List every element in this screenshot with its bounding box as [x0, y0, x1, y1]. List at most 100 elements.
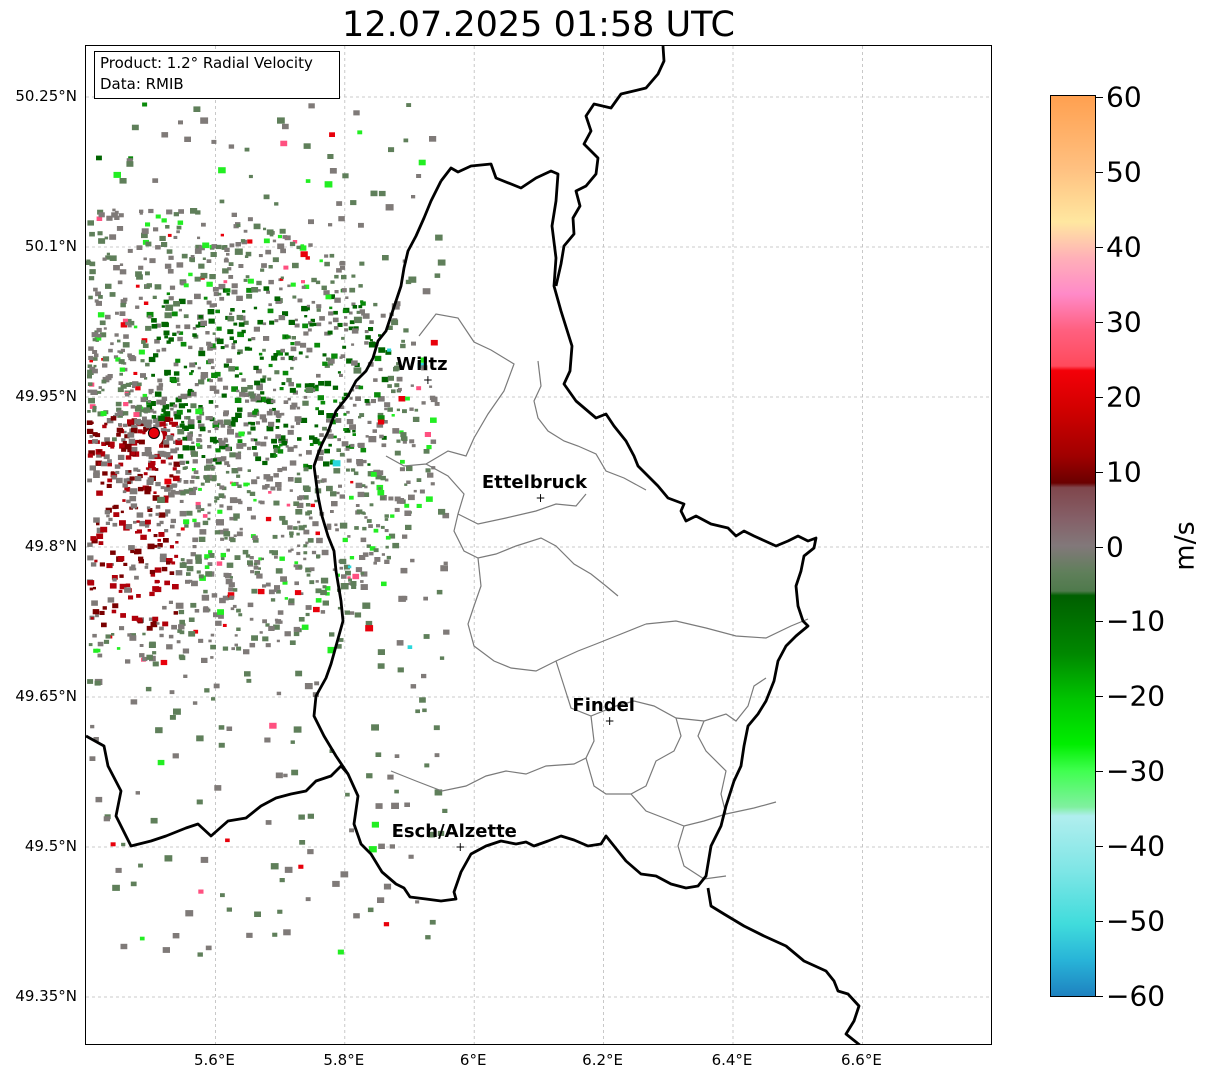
radar-echo-pixel: [289, 534, 294, 538]
radar-echo-pixel: [145, 524, 150, 528]
radar-echo-pixel: [385, 204, 394, 211]
radar-echo-pixel: [253, 498, 257, 502]
radar-echo-pixel: [232, 588, 238, 592]
radar-map[interactable]: [85, 45, 992, 1045]
radar-echo-pixel: [282, 123, 289, 130]
radar-echo-pixel: [185, 910, 194, 917]
radar-echo-pixel: [368, 524, 373, 528]
radar-echo-pixel: [341, 288, 347, 293]
radar-echo-pixel: [234, 366, 239, 371]
radar-echo-pixel: [115, 867, 122, 873]
radar-echo-pixel: [139, 936, 145, 941]
radar-echo-pixel: [307, 328, 312, 332]
radar-echo-pixel: [279, 556, 285, 561]
radar-echo-pixel: [247, 469, 251, 472]
radar-echo-pixel: [365, 625, 374, 632]
radar-echo-pixel: [128, 400, 133, 404]
radar-echo-pixel: [365, 435, 369, 438]
radar-echo-pixel: [417, 363, 424, 369]
radar-echo-pixel: [329, 306, 333, 310]
radar-echo-pixel: [283, 929, 291, 936]
radar-echo-pixel: [125, 659, 131, 664]
radar-echo-pixel: [251, 446, 257, 450]
radar-echo-pixel: [353, 316, 362, 324]
radar-echo-pixel: [166, 435, 174, 441]
radar-echo-pixel: [343, 322, 348, 327]
radar-echo-pixel: [124, 434, 130, 439]
radar-echo-pixel: [377, 412, 384, 418]
radar-echo-pixel: [188, 617, 195, 622]
radar-echo-pixel: [86, 428, 94, 434]
radar-echo-pixel: [198, 350, 206, 357]
radar-echo-pixel: [105, 255, 111, 260]
radar-echo-pixel: [270, 453, 276, 458]
radar-echo-pixel: [364, 485, 368, 489]
radar-echo-pixel: [280, 356, 285, 361]
radar-echo-pixel: [130, 427, 138, 434]
radar-echo-pixel: [430, 482, 435, 486]
radar-echo-pixel: [143, 301, 149, 305]
radar-echo-pixel: [311, 550, 317, 555]
radar-echo-pixel: [270, 863, 279, 870]
radar-echo-pixel: [345, 447, 350, 451]
radar-echo-pixel: [148, 208, 154, 214]
radar-echo-pixel: [316, 537, 323, 544]
radar-echo-pixel: [96, 155, 102, 161]
radar-echo-pixel: [151, 467, 156, 471]
radar-echo-pixel: [180, 558, 185, 562]
radar-echo-pixel: [300, 417, 308, 423]
radar-echo-pixel: [103, 454, 110, 460]
radar-echo-pixel: [434, 402, 440, 406]
radar-echo-pixel: [128, 320, 135, 326]
radar-echo-pixel: [104, 510, 110, 515]
radar-echo-pixel: [308, 103, 315, 109]
radar-echo-pixel: [229, 243, 235, 248]
radar-echo-pixel: [153, 544, 158, 548]
radar-echo-pixel: [384, 407, 388, 411]
radar-echo-pixel: [274, 370, 280, 375]
radar-echo-pixel: [170, 489, 176, 494]
radar-echo-pixel: [300, 592, 304, 595]
radar-echo-pixel: [377, 663, 385, 669]
radar-echo-pixel: [142, 343, 149, 348]
radar-echo-pixel: [167, 484, 173, 490]
radar-echo-pixel: [161, 566, 168, 572]
radar-echo-pixel: [166, 209, 173, 215]
radar-echo-pixel: [142, 656, 148, 662]
radar-echo-pixel: [102, 363, 108, 368]
radar-echo-pixel: [87, 410, 91, 413]
radar-echo-pixel: [273, 500, 280, 506]
radar-echo-pixel: [255, 421, 260, 425]
radar-echo-pixel: [213, 683, 220, 689]
radar-echo-pixel: [190, 370, 194, 373]
radar-echo-pixel: [273, 353, 278, 357]
radar-echo-pixel: [246, 490, 251, 494]
radar-echo-pixel: [293, 631, 300, 637]
longitude-tick-label: 6.2°E: [582, 1051, 624, 1069]
radar-echo-pixel: [225, 838, 230, 843]
radar-echo-pixel: [194, 276, 201, 282]
radar-echo-pixel: [378, 347, 386, 353]
longitude-tick-label: 5.8°E: [323, 1051, 365, 1069]
radar-echo-pixel: [344, 428, 351, 433]
radar-echo-pixel: [326, 413, 334, 419]
radar-echo-pixel: [93, 737, 99, 742]
radar-echo-pixel: [177, 220, 184, 225]
radar-echo-pixel: [191, 580, 198, 587]
radar-echo-pixel: [109, 292, 116, 297]
radar-echo-pixel: [335, 528, 339, 532]
radar-echo-pixel: [329, 632, 335, 637]
radar-echo-pixel: [88, 276, 95, 281]
radar-echo-pixel: [369, 551, 374, 556]
radar-echo-pixel: [127, 419, 134, 425]
radar-echo-pixel: [122, 490, 127, 494]
radar-echo-pixel: [296, 551, 301, 556]
radar-echo-pixel: [346, 458, 352, 463]
radar-echo-pixel: [197, 420, 202, 424]
radar-echo-pixel: [198, 315, 203, 319]
radar-echo-pixel: [269, 550, 274, 554]
radar-echo-pixel: [309, 323, 314, 327]
radar-echo-pixel: [349, 828, 354, 833]
radar-echo-pixel: [96, 327, 102, 333]
radar-echo-pixel: [106, 514, 110, 518]
